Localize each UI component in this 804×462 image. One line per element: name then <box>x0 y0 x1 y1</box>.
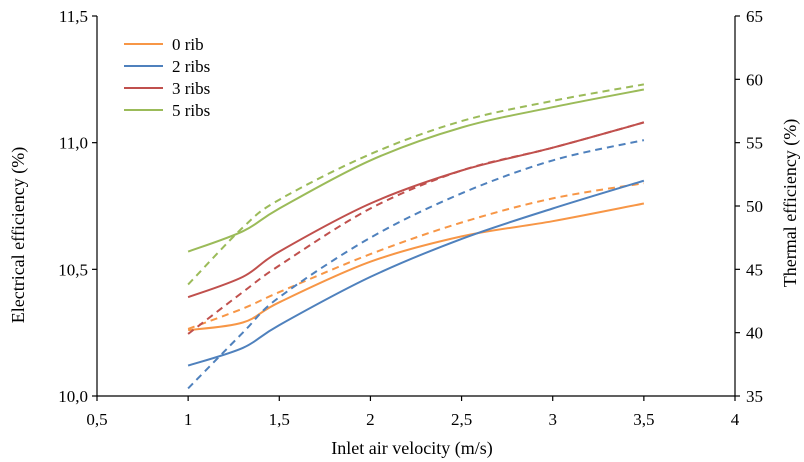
x-axis-title: Inlet air velocity (m/s) <box>331 438 492 459</box>
y-right-tick-label: 40 <box>746 324 763 343</box>
y-left-tick-label: 10,5 <box>58 260 88 279</box>
electrical-line-0-rib <box>187 202 645 332</box>
y-axis-right-title: Thermal efficiency (%) <box>780 119 801 288</box>
electrical-line-2-ribs <box>187 179 645 367</box>
legend: 0 rib 2 ribs 3 ribs 5 ribs <box>124 35 210 120</box>
y-right-tick-label: 55 <box>746 134 763 153</box>
y-right-tick-label: 65 <box>746 7 763 26</box>
legend-label-0-rib: 0 rib <box>172 35 204 54</box>
y-left-tick-label: 11,5 <box>59 7 88 26</box>
y-left-tick-label: 10,0 <box>58 387 88 406</box>
x-tick-label: 1,5 <box>269 410 290 429</box>
electrical-line-3-ribs <box>187 121 645 299</box>
x-tick-label: 2 <box>366 410 375 429</box>
ticks-layer: 0,5 1 1,5 2 2,5 3 3,5 410,010,511,011,535404550… <box>58 7 763 429</box>
thermal-line-2-ribs <box>187 139 645 390</box>
legend-label-3-ribs: 3 ribs <box>172 79 210 98</box>
y-axis-left-title: Electrical efficiency (%) <box>8 147 29 324</box>
x-tick-label: 2,5 <box>451 410 472 429</box>
legend-label-5-ribs: 5 ribs <box>172 101 210 120</box>
legend-label-2-ribs: 2 ribs <box>172 57 210 76</box>
y-right-tick-label: 35 <box>746 387 763 406</box>
series-layer <box>187 83 645 390</box>
y-right-tick-label: 60 <box>746 70 763 89</box>
x-tick-label: 3,5 <box>633 410 654 429</box>
y-left-tick-label: 11,0 <box>59 134 88 153</box>
x-tick-label: 0,5 <box>86 410 107 429</box>
thermal-line-0-rib <box>187 182 645 330</box>
electrical-line-5-ribs <box>187 88 645 253</box>
y-right-tick-label: 45 <box>746 260 763 279</box>
x-tick-label: 1 <box>184 410 193 429</box>
x-tick-label: 4 <box>731 410 740 429</box>
y-right-tick-label: 50 <box>746 197 763 216</box>
x-tick-label: 3 <box>548 410 557 429</box>
